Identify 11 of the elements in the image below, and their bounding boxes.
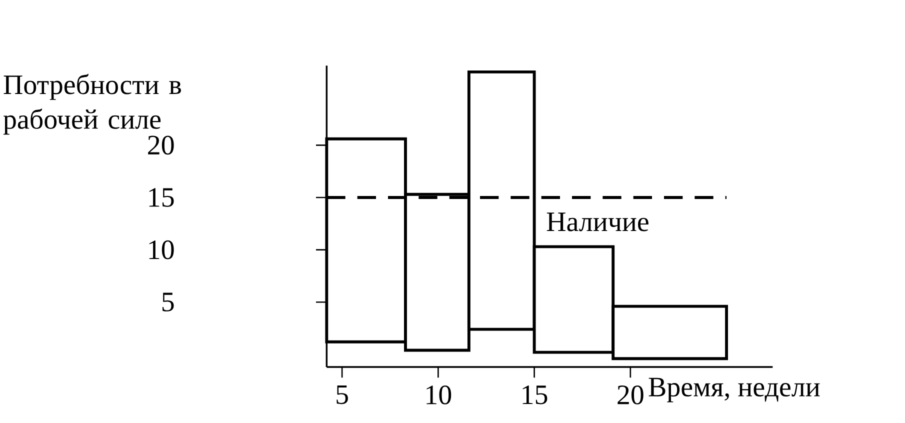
ref-line-label: Наличие [546, 212, 648, 232]
x-tick-label: 15 [522, 385, 548, 404]
y-tick-label: 15 [149, 188, 174, 207]
y-axis-title: Потребности в рабочей силе [3, 74, 181, 135]
y-tick-label: 5 [162, 292, 174, 312]
x-tick-label: 20 [618, 385, 644, 404]
y-tick-label: 10 [149, 240, 174, 260]
x-tick-label: 5 [336, 385, 348, 404]
x-axis-title: Время, недели [648, 378, 820, 402]
y-tick-label: 20 [148, 136, 174, 155]
x-tick-label: 10 [426, 385, 452, 404]
